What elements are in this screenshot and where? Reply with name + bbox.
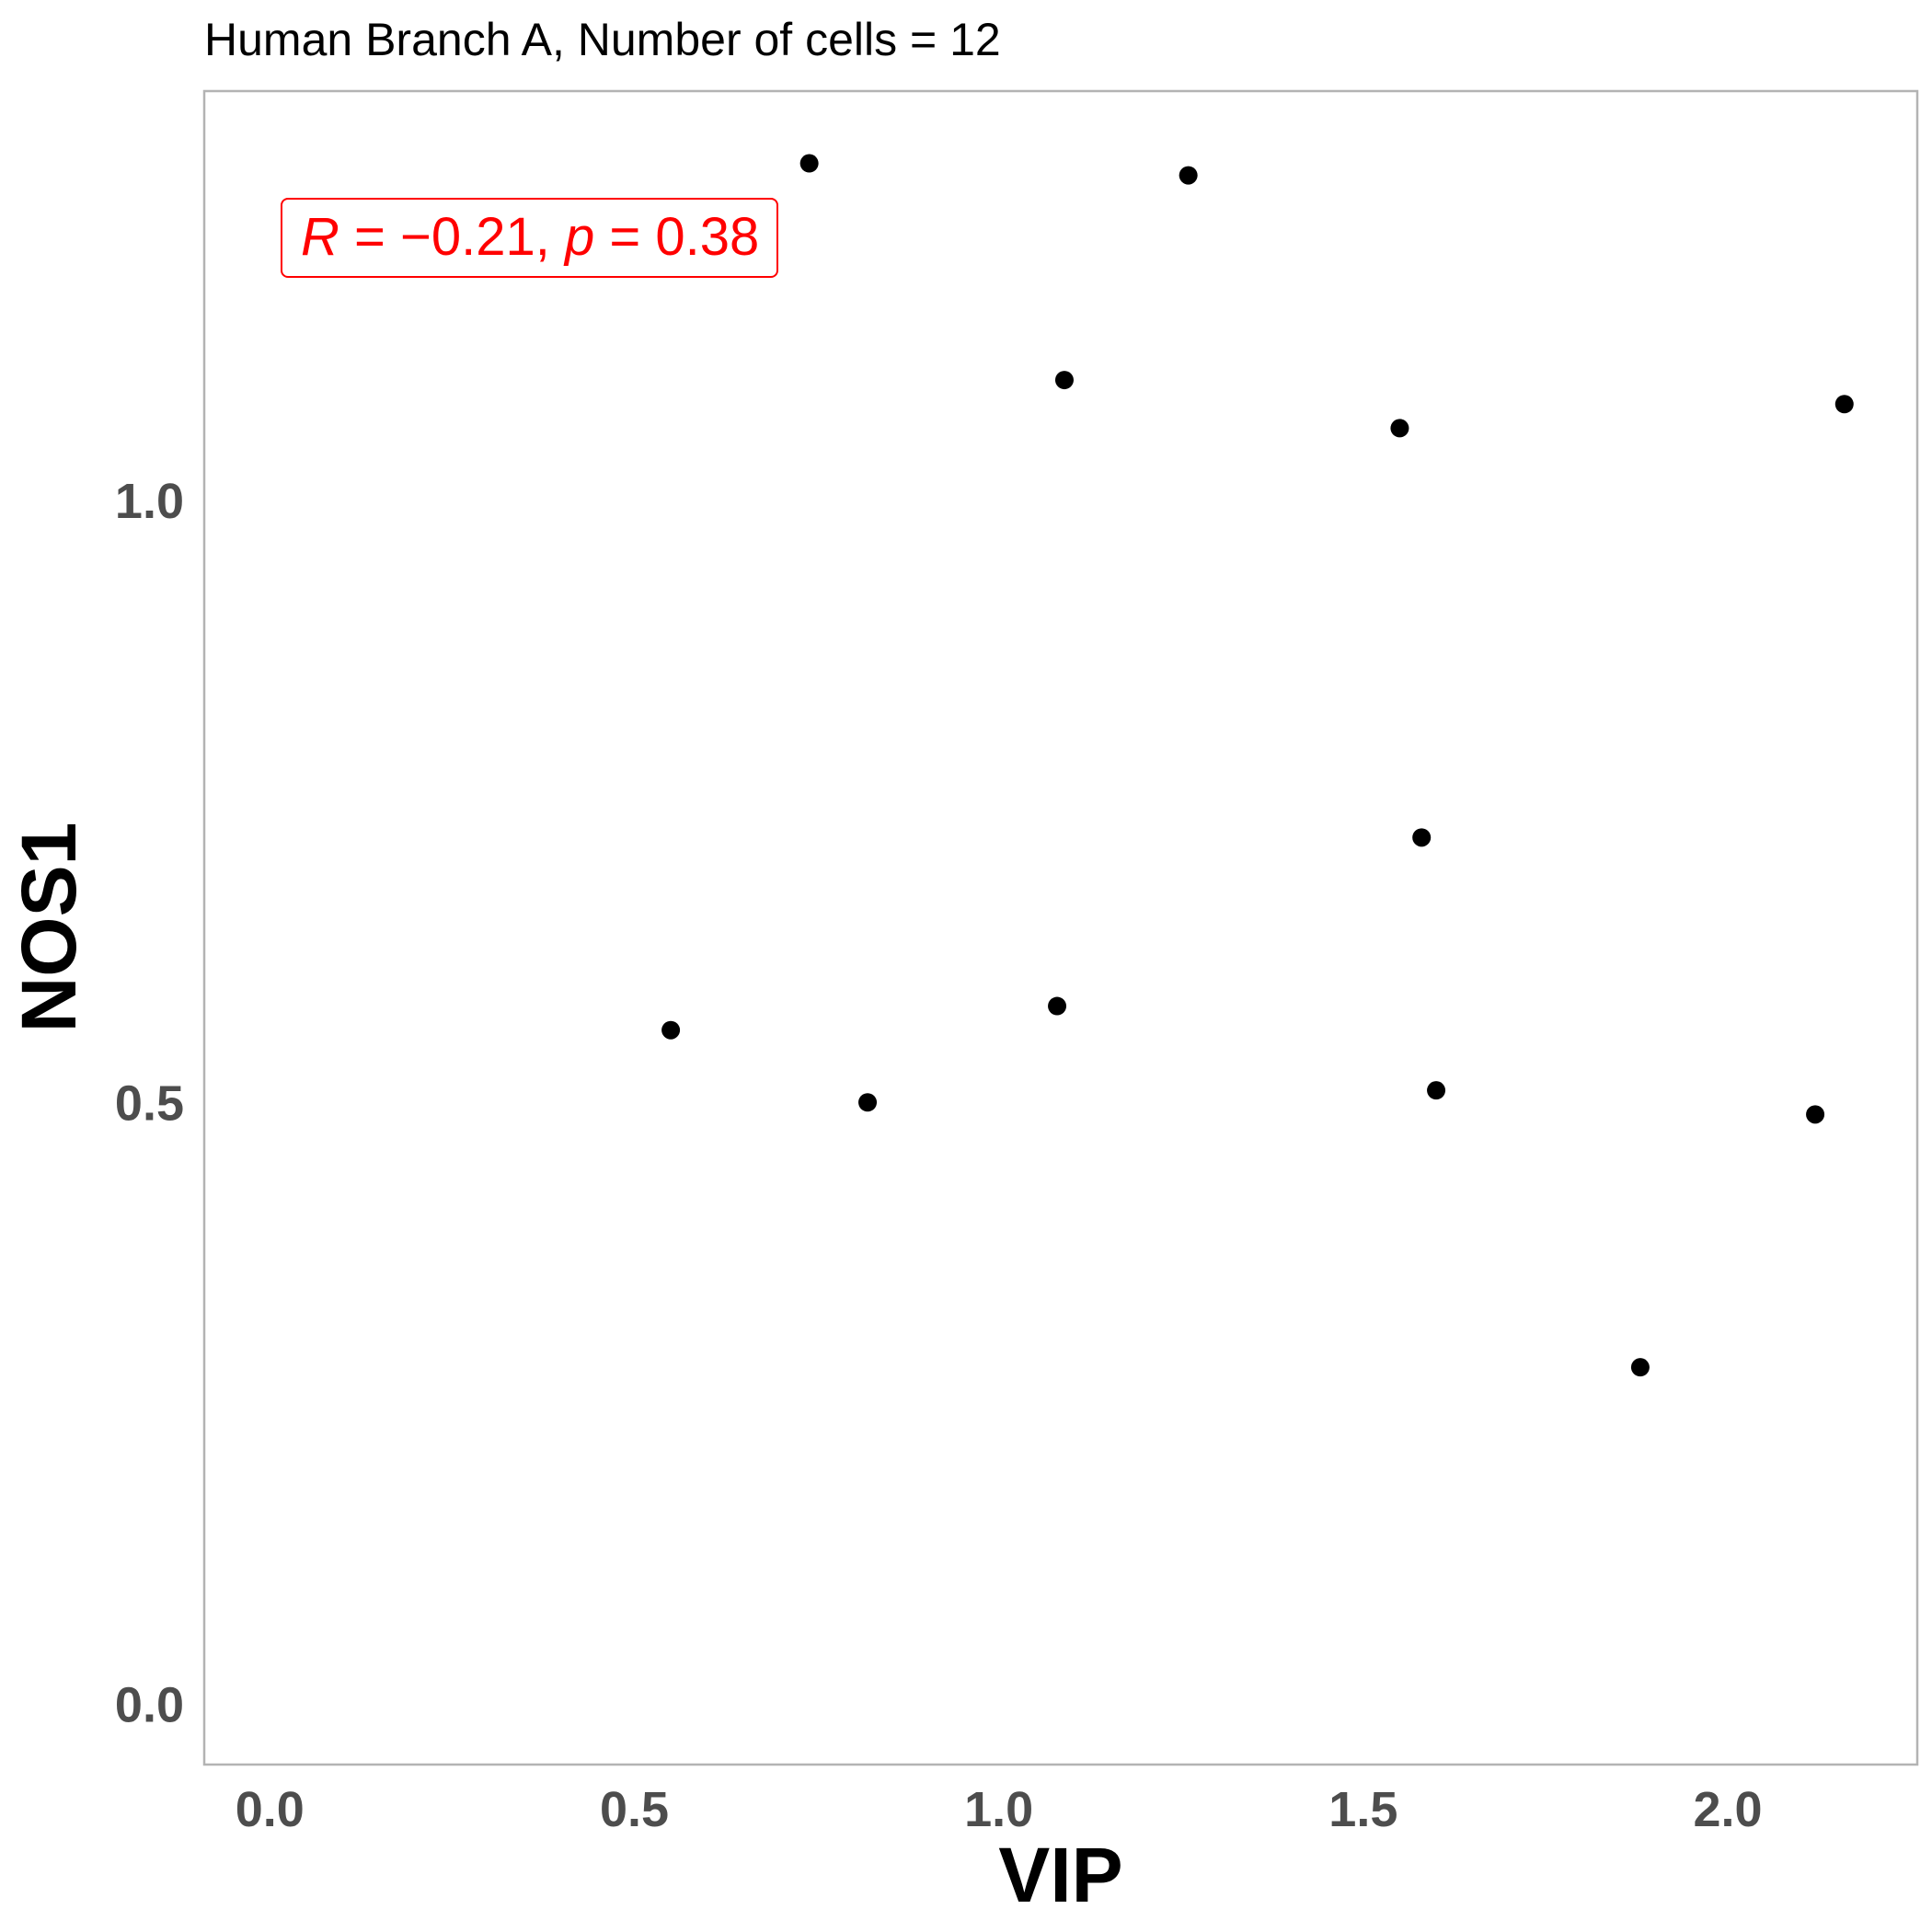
- x-axis-title: VIP: [998, 1832, 1122, 1918]
- x-tick-label: 0.0: [236, 1782, 305, 1837]
- x-tick-label: 2.0: [1693, 1782, 1762, 1837]
- data-point: [1630, 1358, 1650, 1377]
- y-tick-label: 0.5: [115, 1075, 184, 1131]
- x-tick-label: 1.0: [964, 1782, 1033, 1837]
- data-points: [661, 154, 1854, 1377]
- data-point: [799, 154, 819, 173]
- y-tick-label: 1.0: [115, 474, 184, 529]
- chart-title: Human Branch A, Number of cells = 12: [204, 14, 1001, 65]
- x-axis: 0.0 0.5 1.0 1.5 2.0: [236, 1782, 1763, 1837]
- data-point: [1390, 419, 1409, 438]
- correlation-annotation: R = −0.21, p = 0.38: [281, 198, 778, 278]
- annotation-text: R = −0.21, p = 0.38: [301, 207, 759, 267]
- plot-panel: [202, 89, 1919, 1766]
- annotation-box: [281, 198, 778, 278]
- data-point: [1412, 828, 1432, 847]
- y-axis: 0.0 0.5 1.0: [115, 474, 184, 1733]
- x-tick-label: 0.5: [600, 1782, 669, 1837]
- data-point: [1048, 996, 1067, 1016]
- data-point: [1427, 1081, 1446, 1100]
- y-axis-title: NOS1: [6, 822, 92, 1033]
- data-point: [1806, 1105, 1825, 1124]
- data-point: [1834, 395, 1854, 414]
- x-tick-label: 1.5: [1328, 1782, 1397, 1837]
- data-point: [1054, 371, 1074, 390]
- data-point: [1179, 166, 1198, 185]
- y-tick-label: 0.0: [115, 1678, 184, 1733]
- data-point: [661, 1020, 681, 1040]
- data-point: [858, 1093, 878, 1112]
